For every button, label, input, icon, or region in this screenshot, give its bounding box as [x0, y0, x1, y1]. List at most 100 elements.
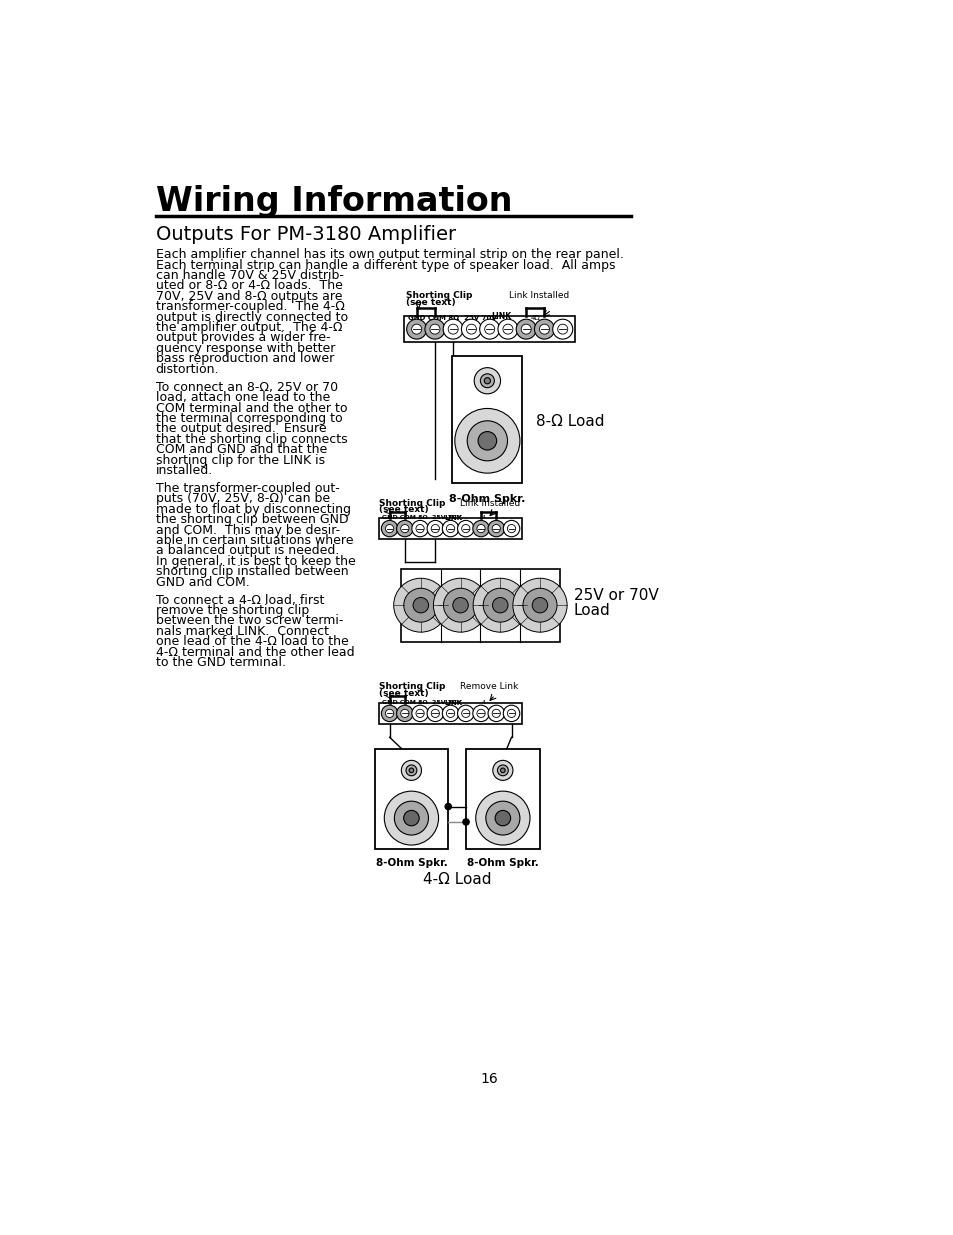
Text: To connect a 4-Ω load, first: To connect a 4-Ω load, first — [155, 594, 324, 606]
Circle shape — [502, 324, 513, 335]
Circle shape — [492, 525, 500, 532]
Circle shape — [497, 319, 517, 340]
Circle shape — [385, 525, 394, 532]
Circle shape — [416, 709, 424, 718]
Circle shape — [552, 319, 572, 340]
Circle shape — [473, 520, 489, 537]
Circle shape — [431, 709, 439, 718]
Circle shape — [406, 764, 416, 776]
Text: shorting clip installed between: shorting clip installed between — [155, 566, 348, 578]
Bar — [375, 748, 448, 848]
Text: LINK: LINK — [444, 515, 462, 521]
Circle shape — [466, 324, 476, 335]
Circle shape — [457, 520, 474, 537]
Text: Remove Link: Remove Link — [459, 682, 518, 690]
Text: 4-Ω Load: 4-Ω Load — [422, 872, 491, 887]
Circle shape — [433, 578, 487, 632]
Text: 8-Ω Load: 8-Ω Load — [536, 414, 604, 429]
Circle shape — [413, 598, 428, 613]
Bar — [378, 517, 521, 540]
Circle shape — [479, 319, 499, 340]
Text: 70V, 25V and 8-Ω outputs are: 70V, 25V and 8-Ω outputs are — [155, 290, 342, 303]
Circle shape — [406, 319, 426, 340]
Circle shape — [455, 409, 519, 473]
Text: 4: 4 — [481, 699, 485, 704]
Text: In general, it is best to keep the: In general, it is best to keep the — [155, 555, 355, 568]
Circle shape — [497, 764, 508, 776]
Text: transformer-coupled.  The 4-Ω: transformer-coupled. The 4-Ω — [155, 300, 344, 314]
Text: puts (70V, 25V, 8-Ω) can be: puts (70V, 25V, 8-Ω) can be — [155, 493, 330, 505]
Circle shape — [381, 705, 397, 721]
Circle shape — [384, 792, 438, 845]
Circle shape — [488, 520, 504, 537]
Circle shape — [412, 324, 421, 335]
Circle shape — [488, 705, 504, 721]
Text: 4Ω: 4Ω — [530, 315, 540, 321]
Circle shape — [485, 802, 519, 835]
Text: GND COM 8Ω  25V 70V: GND COM 8Ω 25V 70V — [381, 699, 460, 704]
Text: the terminal corresponding to: the terminal corresponding to — [155, 412, 342, 425]
Circle shape — [442, 705, 458, 721]
Circle shape — [430, 324, 439, 335]
Text: output is directly connected to: output is directly connected to — [155, 311, 348, 324]
Text: 8-Ohm Spkr.: 8-Ohm Spkr. — [375, 858, 447, 868]
Circle shape — [461, 319, 481, 340]
Text: The transformer-coupled out-: The transformer-coupled out- — [155, 482, 339, 495]
Circle shape — [409, 768, 414, 773]
Circle shape — [396, 520, 413, 537]
Text: able in certain situations where: able in certain situations where — [155, 534, 353, 547]
Circle shape — [520, 324, 531, 335]
Circle shape — [446, 709, 455, 718]
Circle shape — [503, 520, 519, 537]
Circle shape — [516, 319, 536, 340]
Text: can handle 70V & 25V distrib-: can handle 70V & 25V distrib- — [155, 269, 343, 282]
Circle shape — [492, 598, 508, 613]
Circle shape — [532, 598, 547, 613]
Circle shape — [476, 525, 485, 532]
Circle shape — [403, 588, 437, 622]
Circle shape — [462, 819, 469, 825]
Circle shape — [424, 319, 444, 340]
Circle shape — [507, 525, 516, 532]
Bar — [466, 748, 539, 848]
Circle shape — [483, 588, 517, 622]
Circle shape — [484, 324, 495, 335]
Circle shape — [457, 705, 474, 721]
Text: Each terminal strip can handle a different type of speaker load.  All amps: Each terminal strip can handle a differe… — [155, 258, 615, 272]
Circle shape — [442, 520, 458, 537]
Text: 25V or 70V: 25V or 70V — [573, 588, 658, 603]
Circle shape — [431, 525, 439, 532]
Text: between the two screw termi-: between the two screw termi- — [155, 615, 343, 627]
Bar — [452, 356, 521, 483]
Circle shape — [484, 378, 490, 384]
Circle shape — [495, 810, 510, 826]
Text: Link Installed: Link Installed — [509, 290, 569, 300]
Bar — [400, 568, 559, 642]
Text: distortion.: distortion. — [155, 363, 219, 375]
Circle shape — [394, 578, 448, 632]
Circle shape — [476, 792, 530, 845]
Circle shape — [400, 525, 409, 532]
Circle shape — [448, 324, 457, 335]
Circle shape — [507, 709, 516, 718]
Circle shape — [493, 761, 513, 781]
Circle shape — [443, 319, 463, 340]
Text: Outputs For PM-3180 Amplifier: Outputs For PM-3180 Amplifier — [155, 225, 456, 245]
Text: the amplifier output.  The 4-Ω: the amplifier output. The 4-Ω — [155, 321, 342, 333]
Text: Shorting Clip: Shorting Clip — [378, 499, 445, 508]
Circle shape — [480, 374, 494, 388]
Text: uted or 8-Ω or 4-Ω loads.  The: uted or 8-Ω or 4-Ω loads. The — [155, 279, 342, 293]
Circle shape — [473, 578, 527, 632]
Circle shape — [503, 705, 519, 721]
Text: and COM.  This may be desir-: and COM. This may be desir- — [155, 524, 339, 536]
Text: GND COM 8Ω  25V 70V: GND COM 8Ω 25V 70V — [408, 315, 497, 321]
Text: output provides a wider fre-: output provides a wider fre- — [155, 331, 330, 345]
Text: To connect an 8-Ω, 25V or 70: To connect an 8-Ω, 25V or 70 — [155, 380, 337, 394]
Circle shape — [473, 705, 489, 721]
Text: load, attach one lead to the: load, attach one lead to the — [155, 391, 330, 404]
Text: 8-Ohm Spkr.: 8-Ohm Spkr. — [467, 858, 538, 868]
Text: GND and COM.: GND and COM. — [155, 576, 249, 589]
Text: Load: Load — [573, 603, 610, 619]
Circle shape — [467, 421, 507, 461]
Text: Wiring Information: Wiring Information — [155, 185, 512, 219]
